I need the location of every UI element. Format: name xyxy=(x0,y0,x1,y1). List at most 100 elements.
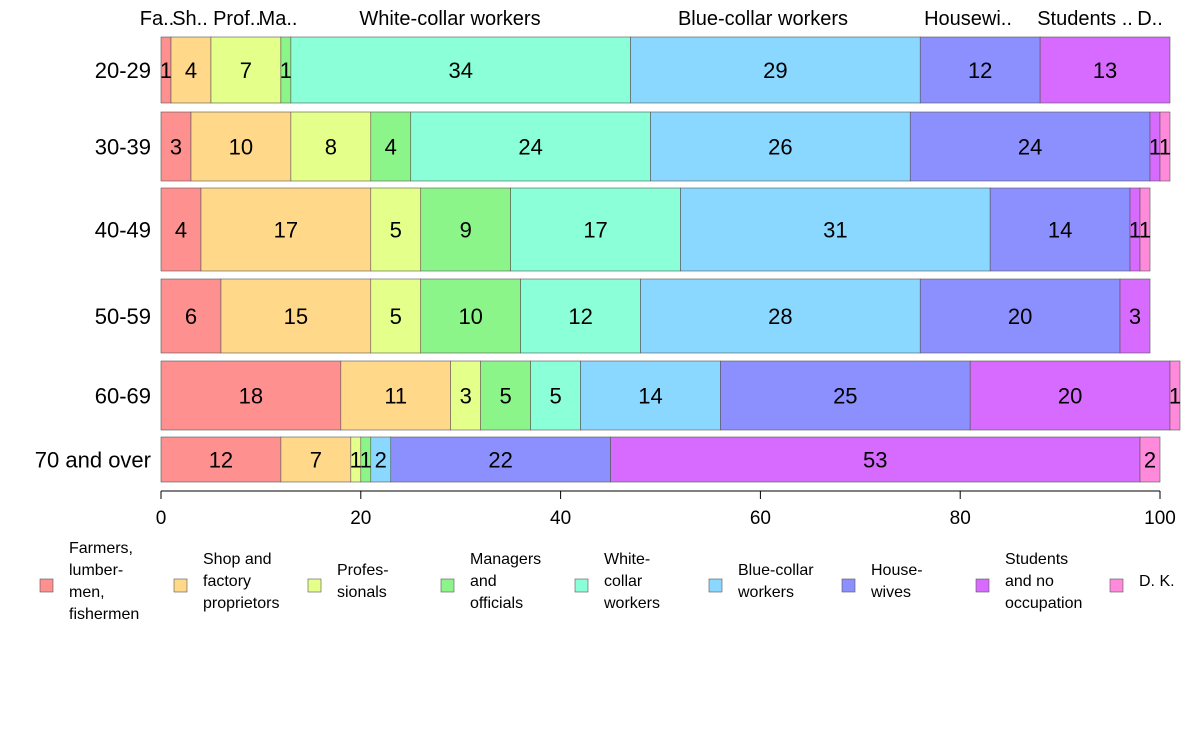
legend-label: workers xyxy=(737,584,794,601)
bar-segment xyxy=(580,360,721,431)
x-tick-label: 60 xyxy=(750,508,771,529)
top-label: Students .. xyxy=(1037,8,1133,30)
legend-swatch xyxy=(708,578,723,593)
value-label: 12 xyxy=(568,304,592,329)
value-label: 14 xyxy=(638,384,662,409)
row-label: 60-69 xyxy=(95,384,151,409)
value-label: 7 xyxy=(240,58,252,83)
legend-label: D. K. xyxy=(1139,573,1175,590)
bar-segment xyxy=(989,187,1131,272)
top-label: Sh.. xyxy=(172,8,208,30)
legend-label: wives xyxy=(870,584,911,601)
value-label: 7 xyxy=(310,448,322,473)
value-label: 10 xyxy=(458,304,482,329)
legend-label: proprietors xyxy=(203,595,279,612)
bar-segment xyxy=(220,278,372,354)
value-label: 5 xyxy=(390,218,402,243)
top-label: White-collar workers xyxy=(359,8,540,30)
value-label: 2 xyxy=(375,448,387,473)
bar-segment xyxy=(520,278,641,354)
value-label: 22 xyxy=(488,448,512,473)
legend-label: collar xyxy=(604,573,643,590)
value-label: 4 xyxy=(385,135,397,160)
value-label: 24 xyxy=(518,135,542,160)
legend-label: Managers xyxy=(470,551,541,568)
bar-segment xyxy=(420,278,521,354)
bar-segment xyxy=(340,360,452,431)
legend-swatch xyxy=(975,578,990,593)
x-tick-label: 20 xyxy=(350,508,371,529)
legend-label: men, xyxy=(69,584,105,601)
bar-segment xyxy=(530,360,581,431)
value-label: 1 xyxy=(1139,218,1151,243)
x-tick-label: 40 xyxy=(550,508,571,529)
bar-segment xyxy=(650,111,911,182)
bar-segment xyxy=(1139,436,1161,483)
legend-label: factory xyxy=(203,573,251,590)
legend-label: Blue-collar xyxy=(738,562,814,579)
value-label: 24 xyxy=(1018,135,1042,160)
bar-segment xyxy=(720,360,971,431)
legend-label: and xyxy=(470,573,497,590)
value-label: 4 xyxy=(185,58,197,83)
value-label: 8 xyxy=(325,135,337,160)
top-label: Housewi.. xyxy=(924,8,1012,30)
legend-swatch xyxy=(173,578,188,593)
bar-segment xyxy=(1039,36,1171,104)
bar-segment xyxy=(919,278,1121,354)
legend-swatch xyxy=(307,578,322,593)
value-label: 25 xyxy=(833,384,857,409)
x-tick-label: 80 xyxy=(950,508,971,529)
legend-label: sionals xyxy=(337,584,387,601)
legend-label: Shop and xyxy=(203,551,272,568)
bar-segment xyxy=(630,36,921,104)
bar-segment xyxy=(160,436,282,483)
bar-segment xyxy=(1169,360,1181,431)
legend-label: and no xyxy=(1005,573,1054,590)
legend-label: lumber- xyxy=(69,562,123,579)
value-label: 34 xyxy=(448,58,472,83)
legend-label: Profes- xyxy=(337,562,389,579)
value-label: 3 xyxy=(170,135,182,160)
legend-label: officials xyxy=(470,595,523,612)
value-label: 53 xyxy=(863,448,887,473)
bar-segment xyxy=(200,187,372,272)
legend-label: Students xyxy=(1005,551,1068,568)
value-label: 20 xyxy=(1008,304,1032,329)
bar-segment xyxy=(680,187,991,272)
value-label: 5 xyxy=(390,304,402,329)
legend-label: House- xyxy=(871,562,923,579)
value-label: 1 xyxy=(350,448,362,473)
x-tick-label: 100 xyxy=(1144,508,1176,529)
bar-segment xyxy=(420,187,511,272)
legend-swatch xyxy=(841,578,856,593)
top-label: Blue-collar workers xyxy=(678,8,848,30)
value-label: 15 xyxy=(284,304,308,329)
value-label: 4 xyxy=(175,218,187,243)
row-label: 20-29 xyxy=(95,58,151,83)
legend-label: fishermen xyxy=(69,606,139,623)
value-label: 17 xyxy=(274,218,298,243)
value-label: 2 xyxy=(1144,448,1156,473)
value-label: 5 xyxy=(549,384,561,409)
row-label: 40-49 xyxy=(95,218,151,243)
value-label: 26 xyxy=(768,135,792,160)
value-label: 10 xyxy=(229,135,253,160)
top-label: Prof.. xyxy=(213,8,261,30)
legend-label: occupation xyxy=(1005,595,1082,612)
bar-segment xyxy=(510,187,681,272)
value-label: 28 xyxy=(768,304,792,329)
bar-segment xyxy=(640,278,921,354)
bar-segment xyxy=(160,360,342,431)
top-label: D.. xyxy=(1137,8,1163,30)
value-label: 1 xyxy=(1149,135,1161,160)
value-label: 31 xyxy=(823,218,847,243)
row-label: 70 and over xyxy=(35,448,151,473)
bar-segment xyxy=(969,360,1171,431)
bar-segment xyxy=(909,111,1151,182)
value-label: 14 xyxy=(1048,218,1072,243)
bar-segment xyxy=(370,278,422,354)
bar-segment xyxy=(210,36,282,104)
bar-segment xyxy=(410,111,651,182)
